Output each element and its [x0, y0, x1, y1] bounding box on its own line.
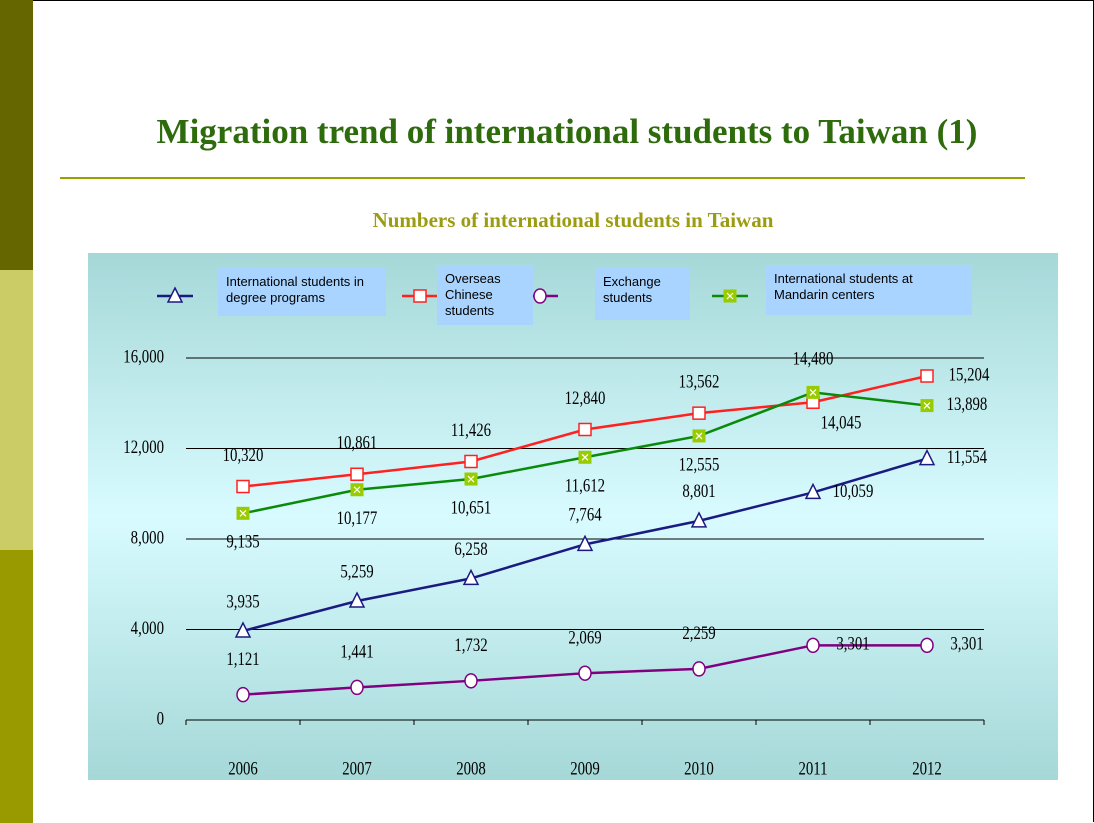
marker-cross	[809, 388, 817, 396]
marker-cross	[726, 292, 734, 300]
data-label: 13,898	[947, 393, 988, 414]
marker-cross	[467, 475, 475, 483]
x-tick-label: 2011	[798, 758, 827, 779]
data-label: 6,258	[454, 538, 487, 559]
data-label: 3,301	[836, 633, 869, 654]
data-label: 11,426	[451, 419, 491, 440]
data-label: 7,764	[568, 504, 602, 525]
separator	[60, 177, 1025, 179]
y-tick-label: 4,000	[131, 617, 164, 638]
data-label: 9,135	[226, 531, 259, 552]
data-label: 10,861	[337, 432, 378, 453]
marker	[576, 534, 594, 552]
marker	[578, 422, 592, 437]
data-label: 12,555	[679, 454, 720, 475]
data-label: 11,554	[947, 446, 988, 467]
x-tick-label: 2008	[456, 758, 486, 779]
legend-label: Overseas Chinese students	[437, 265, 533, 325]
side-bar	[0, 270, 33, 550]
data-label: 12,840	[565, 387, 606, 408]
data-label: 1,732	[454, 634, 487, 655]
data-label: 11,612	[565, 475, 605, 496]
chart-area	[88, 253, 1058, 780]
legend-label: International students in degree program…	[218, 268, 386, 316]
marker	[166, 286, 184, 303]
marker	[350, 679, 364, 696]
x-tick-label: 2007	[342, 758, 372, 779]
marker	[692, 661, 706, 677]
y-tick-label: 0	[157, 708, 164, 729]
y-tick-label: 16,000	[123, 346, 164, 367]
chart-title: Numbers of international students in Tai…	[372, 208, 774, 232]
marker	[920, 637, 934, 654]
marker-cross	[923, 402, 931, 409]
data-label: 3,935	[226, 591, 259, 612]
marker	[464, 673, 478, 689]
y-tick-label: 8,000	[131, 527, 164, 548]
data-label: 3,301	[950, 633, 983, 654]
x-tick-label: 2012	[912, 758, 942, 779]
side-bar	[0, 0, 33, 270]
marker	[350, 467, 364, 482]
data-label: 5,259	[340, 561, 373, 582]
slide-title: Migration trend of international student…	[156, 112, 978, 151]
data-label: 10,651	[451, 497, 492, 518]
legend-label: Exchange students	[595, 268, 690, 320]
legend-label: International students at Mandarin cente…	[766, 265, 972, 315]
data-label: 1,121	[226, 648, 259, 669]
x-tick-label: 2006	[228, 758, 258, 779]
x-tick-label: 2009	[570, 758, 600, 779]
marker	[690, 511, 708, 528]
data-label: 2,069	[568, 627, 601, 648]
marker	[692, 406, 706, 420]
marker	[348, 591, 366, 608]
data-label: 1,441	[340, 641, 373, 662]
x-tick-label: 2010	[684, 758, 714, 779]
marker-cross	[353, 486, 361, 494]
marker-cross	[581, 453, 589, 461]
marker	[464, 454, 478, 469]
marker	[413, 289, 427, 303]
data-label: 10,177	[337, 507, 378, 528]
marker	[462, 568, 480, 586]
data-label: 15,204	[949, 364, 990, 385]
side-bar	[0, 550, 33, 823]
data-label: 2,259	[682, 623, 715, 644]
marker	[578, 665, 592, 681]
marker	[533, 288, 547, 304]
data-label: 10,320	[223, 444, 264, 465]
data-label: 14,045	[821, 412, 862, 433]
marker	[236, 686, 250, 703]
marker-cross	[239, 509, 247, 517]
marker	[804, 482, 822, 500]
marker	[806, 637, 820, 654]
marker	[918, 448, 936, 466]
data-label: 13,562	[679, 371, 720, 392]
marker	[920, 369, 934, 383]
marker-cross	[695, 432, 703, 440]
marker	[236, 479, 250, 494]
data-label: 10,059	[833, 480, 874, 501]
y-tick-label: 12,000	[123, 436, 164, 457]
marker	[234, 621, 252, 638]
data-label: 14,480	[793, 348, 834, 369]
data-label: 8,801	[682, 481, 715, 502]
